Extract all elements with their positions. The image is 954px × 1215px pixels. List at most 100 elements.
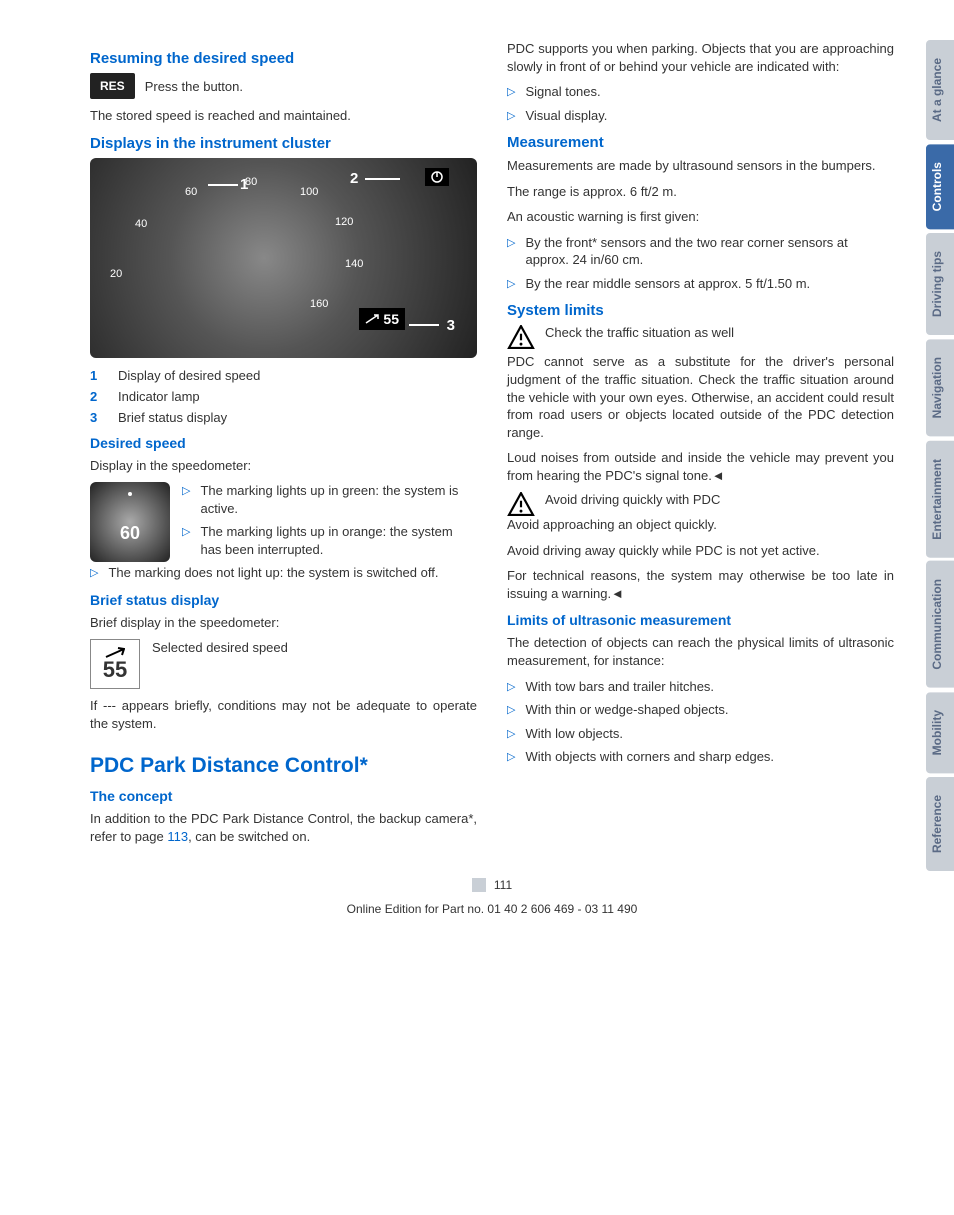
status-55: 55 (103, 659, 127, 681)
legend-num-1: 1 (90, 368, 104, 383)
tri-icon: ▷ (507, 275, 515, 293)
loud-noises-text: Loud noises from outside and inside the … (507, 449, 894, 484)
ds-bullet-2: ▷ The marking lights up in orange: the sy… (182, 523, 477, 558)
ds-bullet-3-text: The marking does not light up: the syste… (108, 564, 438, 582)
legend-num-2: 2 (90, 389, 104, 404)
technical-reasons-text: For technical reasons, the system may ot… (507, 567, 894, 602)
tri-icon: ▷ (507, 83, 515, 101)
heading-system-limits: System limits (507, 302, 894, 319)
cluster-label-2: 2 (350, 170, 358, 187)
tri-icon: ▷ (507, 234, 515, 269)
tab-entertainment[interactable]: Entertainment (926, 441, 954, 558)
tri-icon: ▷ (507, 748, 515, 766)
desired-speed-block: 60 ▷ The marking lights up in green: the … (90, 482, 477, 564)
brief-status-block: 55 Selected desired speed (90, 639, 477, 657)
heading-pdc: PDC Park Distance Control* (90, 754, 477, 778)
warning-1-row: Check the traffic situation as well (507, 325, 894, 349)
concept-text-b: , can be switched on. (188, 829, 310, 844)
dial-100: 100 (300, 186, 318, 198)
speedo-thumb-image: 60 (90, 482, 170, 562)
heading-resuming: Resuming the desired speed (90, 50, 477, 67)
ds-bullet-1: ▷ The marking lights up in green: the sys… (182, 482, 477, 517)
heading-concept: The concept (90, 788, 477, 804)
tri-icon: ▷ (90, 564, 98, 582)
status-thumb-image: 55 (90, 639, 140, 689)
cluster-icon-box (425, 168, 449, 186)
legend-num-3: 3 (90, 410, 104, 425)
display-speedo-text: Display in the speedometer: (90, 457, 477, 475)
speedo-thumb-60: 60 (120, 523, 140, 544)
dial-140: 140 (345, 258, 363, 270)
pdc-indicated-bullets: ▷ Signal tones. ▷ Visual display. (507, 83, 894, 124)
tab-mobility[interactable]: Mobility (926, 692, 954, 773)
page-number-row: 111 (90, 878, 894, 892)
right-column: PDC supports you when parking. Objects t… (507, 40, 894, 854)
ds-bullet-3: ▷ The marking does not light up: the syst… (90, 564, 477, 582)
concept-paragraph: In addition to the PDC Park Distance Con… (90, 810, 477, 845)
ds-bullet-1-text: The marking lights up in green: the syst… (200, 482, 477, 517)
tab-controls[interactable]: Controls (926, 144, 954, 229)
heading-brief-status: Brief status display (90, 592, 477, 608)
tab-navigation[interactable]: Navigation (926, 339, 954, 436)
m-bullet-2: ▷ By the rear middle sensors at approx. 5… (507, 275, 894, 293)
r-bullet-2: ▷ Visual display. (507, 107, 894, 125)
cruise-icon (431, 171, 443, 183)
tri-icon: ▷ (507, 107, 515, 125)
warning-1-title: Check the traffic situation as well (545, 325, 734, 340)
r-bullet-1-text: Signal tones. (525, 83, 600, 101)
l-bullet-4: ▷With objects with corners and sharp edg… (507, 748, 894, 766)
r-bullet-1: ▷ Signal tones. (507, 83, 894, 101)
m-bullet-2-text: By the rear middle sensors at approx. 5 … (525, 275, 810, 293)
selected-desired-text: Selected desired speed (152, 639, 477, 657)
speed-arrow-icon (365, 313, 379, 325)
dial-160: 160 (310, 298, 328, 310)
cluster-label-3: 3 (447, 317, 455, 334)
meas-p1: Measurements are made by ultrasound sens… (507, 157, 894, 175)
measurement-bullets: ▷ By the front* sensors and the two rear … (507, 234, 894, 293)
meas-p3: An acoustic warning is first given: (507, 208, 894, 226)
legend-text-3: Brief status display (118, 410, 227, 425)
l-bullet-1-text: With tow bars and trailer hitches. (525, 678, 714, 696)
page-number: 111 (472, 878, 512, 892)
r-bullet-2-text: Visual display. (525, 107, 607, 125)
dial-80: 80 (245, 176, 257, 188)
tab-at-a-glance[interactable]: At a glance (926, 40, 954, 140)
l-bullet-2: ▷With thin or wedge-shaped objects. (507, 701, 894, 719)
tri-icon: ▷ (507, 725, 515, 743)
stored-speed-text: The stored speed is reached and maintain… (90, 107, 477, 125)
ds-bullet-2-text: The marking lights up in orange: the sys… (200, 523, 477, 558)
legend-text-1: Display of desired speed (118, 368, 260, 383)
legend-item-3: 3 Brief status display (90, 410, 477, 425)
warning-triangle-icon (507, 325, 535, 349)
tab-reference[interactable]: Reference (926, 777, 954, 871)
res-button-row: RES Press the button. (90, 73, 477, 99)
l-bullet-3: ▷With low objects. (507, 725, 894, 743)
dial-40: 40 (135, 218, 147, 230)
avoid-driving-text: Avoid driving away quickly while PDC is … (507, 542, 894, 560)
limits-intro-text: The detection of objects can reach the p… (507, 634, 894, 669)
tab-driving-tips[interactable]: Driving tips (926, 233, 954, 335)
brief-display-text: Brief display in the speedometer: (90, 614, 477, 632)
desired-speed-bullets-2: ▷ The marking does not light up: the syst… (90, 564, 477, 582)
tri-icon: ▷ (182, 523, 190, 558)
m-bullet-1-text: By the front* sensors and the two rear c… (525, 234, 894, 269)
heading-desired-speed: Desired speed (90, 435, 477, 451)
concept-link[interactable]: 113 (167, 829, 188, 844)
cluster-status-box: 55 (359, 308, 405, 330)
limits-bullets: ▷ With tow bars and trailer hitches. ▷Wit… (507, 678, 894, 766)
cluster-status-num: 55 (383, 311, 399, 327)
l-bullet-1: ▷ With tow bars and trailer hitches. (507, 678, 894, 696)
tri-icon: ▷ (182, 482, 190, 517)
m-bullet-1: ▷ By the front* sensors and the two rear … (507, 234, 894, 269)
tri-icon: ▷ (507, 678, 515, 696)
cluster-line-1 (208, 184, 238, 186)
pdc-supports-text: PDC supports you when parking. Objects t… (507, 40, 894, 75)
cluster-line-2 (365, 178, 400, 180)
heading-displays: Displays in the instrument cluster (90, 135, 477, 152)
tab-communication[interactable]: Communication (926, 561, 954, 688)
if-dash-text: If --- appears briefly, conditions may n… (90, 697, 477, 732)
res-button: RES (90, 73, 135, 99)
warning-2-title: Avoid driving quickly with PDC (545, 492, 720, 507)
warning-2-row: Avoid driving quickly with PDC (507, 492, 894, 516)
legend-text-2: Indicator lamp (118, 389, 200, 404)
